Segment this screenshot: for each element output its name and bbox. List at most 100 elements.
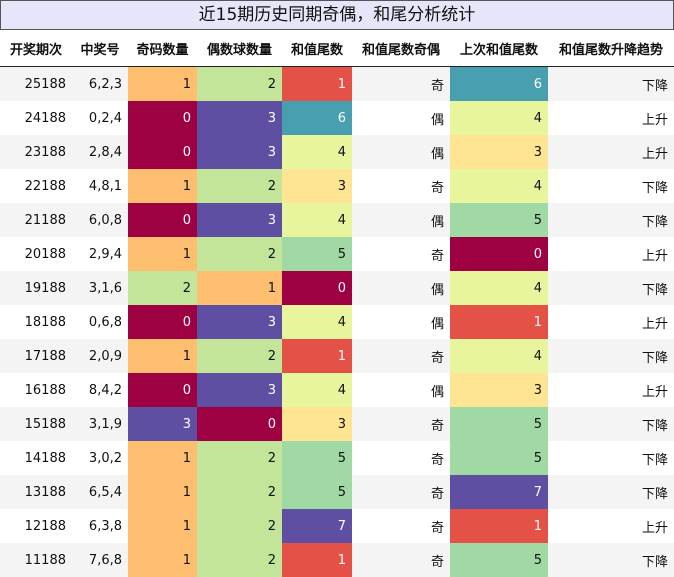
column-header: 中奖号 (72, 30, 128, 67)
numbers-cell: 6,2,3 (72, 67, 128, 102)
odd-count-cell: 1 (128, 475, 197, 509)
numbers-cell: 3,1,6 (72, 271, 128, 305)
trend-cell: 下降 (548, 271, 674, 305)
even-count-cell: 2 (197, 169, 282, 203)
period-cell: 16188 (0, 373, 72, 407)
odd-count-cell: 1 (128, 237, 197, 271)
sum-tail-cell: 4 (282, 373, 352, 407)
period-cell: 17188 (0, 339, 72, 373)
odd-count-cell: 1 (128, 509, 197, 543)
period-cell: 24188 (0, 101, 72, 135)
period-cell: 21188 (0, 203, 72, 237)
tail-parity-cell: 偶 (352, 373, 450, 407)
prev-tail-cell: 3 (450, 135, 548, 169)
sum-tail-cell: 6 (282, 101, 352, 135)
period-cell: 11188 (0, 543, 72, 577)
odd-count-cell: 2 (128, 271, 197, 305)
tail-parity-cell: 奇 (352, 67, 450, 102)
even-count-cell: 1 (197, 271, 282, 305)
trend-cell: 上升 (548, 373, 674, 407)
prev-tail-cell: 5 (450, 441, 548, 475)
even-count-cell: 3 (197, 203, 282, 237)
numbers-cell: 4,8,1 (72, 169, 128, 203)
column-header: 奇码数量 (128, 30, 197, 67)
header-row: 开奖期次 中奖号 奇码数量 偶数球数量 和值尾数 和值尾数奇偶 上次和值尾数 和… (0, 30, 674, 67)
odd-count-cell: 0 (128, 373, 197, 407)
numbers-cell: 3,1,9 (72, 407, 128, 441)
even-count-cell: 2 (197, 67, 282, 102)
numbers-cell: 2,8,4 (72, 135, 128, 169)
tail-parity-cell: 奇 (352, 543, 450, 577)
prev-tail-cell: 3 (450, 373, 548, 407)
tail-parity-cell: 奇 (352, 475, 450, 509)
tail-parity-cell: 偶 (352, 135, 450, 169)
stats-table: 开奖期次 中奖号 奇码数量 偶数球数量 和值尾数 和值尾数奇偶 上次和值尾数 和… (0, 30, 674, 577)
odd-count-cell: 1 (128, 169, 197, 203)
numbers-cell: 3,0,2 (72, 441, 128, 475)
even-count-cell: 3 (197, 135, 282, 169)
even-count-cell: 2 (197, 475, 282, 509)
sum-tail-cell: 1 (282, 543, 352, 577)
numbers-cell: 0,2,4 (72, 101, 128, 135)
period-cell: 19188 (0, 271, 72, 305)
period-cell: 20188 (0, 237, 72, 271)
even-count-cell: 2 (197, 543, 282, 577)
period-cell: 15188 (0, 407, 72, 441)
tail-parity-cell: 奇 (352, 407, 450, 441)
odd-count-cell: 1 (128, 543, 197, 577)
prev-tail-cell: 4 (450, 169, 548, 203)
tail-parity-cell: 奇 (352, 339, 450, 373)
trend-cell: 上升 (548, 101, 674, 135)
even-count-cell: 2 (197, 237, 282, 271)
sum-tail-cell: 3 (282, 407, 352, 441)
trend-cell: 上升 (548, 135, 674, 169)
trend-cell: 下降 (548, 169, 674, 203)
tail-parity-cell: 偶 (352, 305, 450, 339)
prev-tail-cell: 5 (450, 203, 548, 237)
sum-tail-cell: 5 (282, 237, 352, 271)
sum-tail-cell: 7 (282, 509, 352, 543)
tail-parity-cell: 奇 (352, 169, 450, 203)
prev-tail-cell: 1 (450, 509, 548, 543)
period-cell: 12188 (0, 509, 72, 543)
trend-cell: 下降 (548, 407, 674, 441)
prev-tail-cell: 4 (450, 339, 548, 373)
sum-tail-cell: 5 (282, 441, 352, 475)
numbers-cell: 6,5,4 (72, 475, 128, 509)
trend-cell: 下降 (548, 339, 674, 373)
column-header: 和值尾数奇偶 (352, 30, 450, 67)
numbers-cell: 6,0,8 (72, 203, 128, 237)
tail-parity-cell: 奇 (352, 509, 450, 543)
trend-cell: 下降 (548, 203, 674, 237)
odd-count-cell: 3 (128, 407, 197, 441)
column-header: 偶数球数量 (197, 30, 282, 67)
even-count-cell: 3 (197, 373, 282, 407)
odd-count-cell: 0 (128, 101, 197, 135)
sum-tail-cell: 3 (282, 169, 352, 203)
numbers-cell: 7,6,8 (72, 543, 128, 577)
period-cell: 13188 (0, 475, 72, 509)
odd-count-cell: 0 (128, 305, 197, 339)
trend-cell: 下降 (548, 543, 674, 577)
sum-tail-cell: 4 (282, 305, 352, 339)
tail-parity-cell: 奇 (352, 441, 450, 475)
odd-count-cell: 1 (128, 339, 197, 373)
odd-count-cell: 0 (128, 203, 197, 237)
sum-tail-cell: 0 (282, 271, 352, 305)
sum-tail-cell: 1 (282, 339, 352, 373)
period-cell: 25188 (0, 67, 72, 102)
